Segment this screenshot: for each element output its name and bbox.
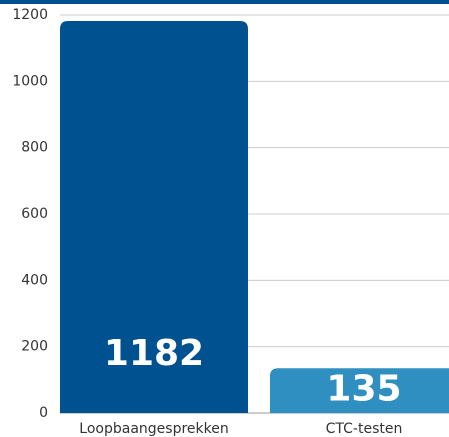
y-tick-label: 0: [39, 405, 48, 421]
y-tick-label: 200: [21, 339, 48, 355]
top-stripe: [0, 0, 449, 4]
y-tick-label: 800: [21, 140, 48, 156]
y-tick-label: 400: [21, 272, 48, 288]
y-tick-label: 1200: [12, 7, 48, 23]
bar: [270, 368, 449, 413]
bar: [60, 20, 248, 413]
x-tick-label: CTC-testen: [326, 421, 403, 437]
y-tick-label: 600: [21, 206, 48, 222]
data-label: 1182: [104, 333, 204, 374]
x-tick-label: Loopbaangesprekken: [79, 421, 228, 437]
data-label: 135: [326, 369, 401, 410]
y-tick-label: 1000: [12, 73, 48, 89]
